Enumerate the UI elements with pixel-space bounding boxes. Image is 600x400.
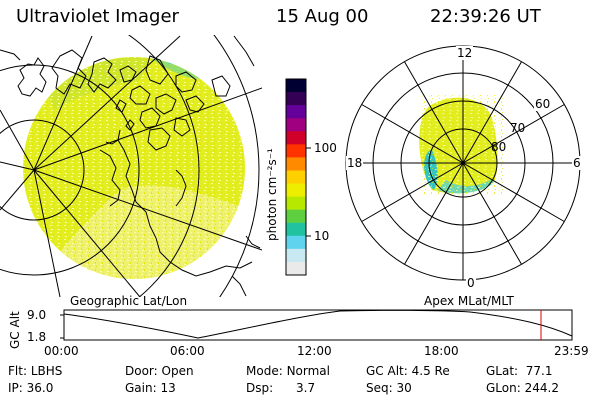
- mlt-label-12: 12: [456, 46, 474, 60]
- colorbar-segment: [286, 157, 306, 171]
- info-door: Door: Open: [125, 364, 194, 378]
- mlt-label-0: 0: [466, 276, 476, 290]
- altitude-curve: [63, 309, 573, 339]
- info-glat: GLat: 77.1: [486, 364, 553, 378]
- altitude-plot: [60, 309, 573, 341]
- time-tick-0600: 06:00: [170, 344, 205, 358]
- colorbar-segment: [286, 209, 306, 224]
- colorbar-segment: [286, 261, 306, 276]
- info-gain: Gain: 13: [125, 381, 176, 395]
- colorbar-segment: [286, 170, 306, 185]
- apex-projection-label: Apex MLat/MLT: [424, 294, 514, 308]
- colorbar-tick-10: 10: [314, 229, 330, 243]
- colorbar-tick-100: 100: [314, 141, 337, 155]
- colorbar-segment: [286, 118, 306, 132]
- geographic-projection-label: Geographic Lat/Lon: [70, 294, 188, 308]
- time-label: 22:39:26 UT: [430, 6, 541, 27]
- info-gc-alt: GC Alt: 4.5 Re: [366, 364, 450, 378]
- altitude-axis-label: GC Alt: [8, 311, 22, 349]
- colorbar-segment: [286, 144, 306, 158]
- colorbar-segment: [286, 248, 306, 263]
- time-tick-2359: 23:59: [554, 344, 589, 358]
- altitude-tick-1-8: 1.8: [27, 330, 47, 344]
- lat-label-60: 60: [534, 97, 552, 111]
- time-tick-0000: 00:00: [44, 344, 79, 358]
- colorbar-segment: [286, 105, 306, 119]
- polar-grid: [345, 45, 581, 281]
- colorbar-unit-label: photon cm⁻²s⁻¹: [265, 148, 279, 241]
- lat-label-70: 70: [510, 121, 526, 135]
- mlt-label-18: 18: [346, 156, 364, 170]
- time-tick-1200: 12:00: [297, 344, 332, 358]
- altitude-tick-9: 9.0: [27, 308, 47, 322]
- date-label: 15 Aug 00: [276, 6, 369, 27]
- colorbar-segment: [286, 131, 306, 145]
- app-title: Ultraviolet Imager: [16, 6, 179, 27]
- colorbar-segment: [286, 196, 306, 211]
- mlt-label-6: 6: [572, 156, 582, 170]
- lat-lon-grid: [0, 35, 262, 297]
- geographic-earth-image: [23, 57, 245, 279]
- color-scale-bar: [285, 78, 311, 276]
- time-tick-1800: 18:00: [424, 344, 459, 358]
- polar-plot: [345, 45, 581, 281]
- info-dsp: Dsp: 3.7: [246, 381, 316, 395]
- colorbar-segment: [286, 222, 306, 237]
- info-glon: GLon: 244.2: [486, 381, 559, 395]
- info-flt: Flt: LBHS: [8, 364, 63, 378]
- colorbar-segment: [286, 235, 306, 250]
- colorbar-segment: [286, 92, 306, 106]
- colorbar-segment: [286, 183, 306, 198]
- info-seq: Seq: 30: [366, 381, 412, 395]
- lat-label-80: 80: [491, 140, 507, 154]
- info-ip: IP: 36.0: [8, 381, 54, 395]
- colorbar-segment: [286, 79, 306, 93]
- info-mode: Mode: Normal: [246, 364, 330, 378]
